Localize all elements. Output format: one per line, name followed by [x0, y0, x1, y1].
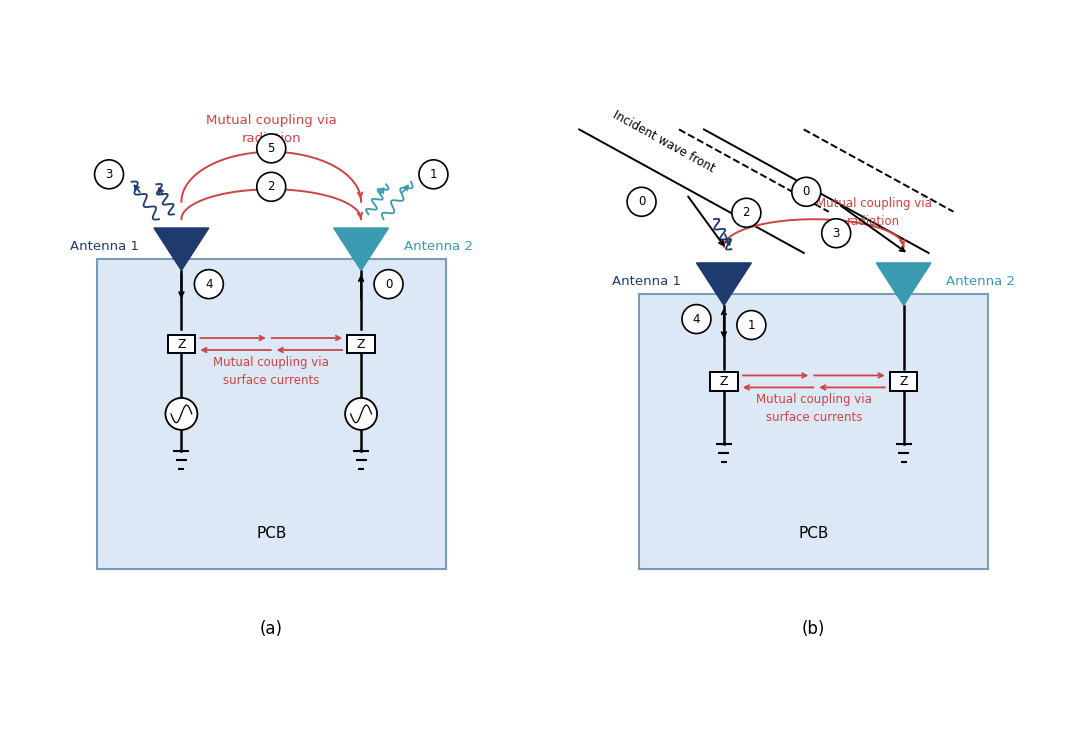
Text: 1: 1: [430, 168, 437, 181]
Polygon shape: [154, 228, 209, 270]
Text: Antenna 1: Antenna 1: [612, 275, 681, 288]
Text: 0: 0: [638, 195, 646, 209]
Text: PCB: PCB: [799, 526, 829, 541]
Polygon shape: [877, 263, 931, 305]
Text: Z: Z: [719, 375, 728, 388]
Circle shape: [257, 172, 285, 201]
Text: (b): (b): [802, 620, 826, 638]
FancyBboxPatch shape: [639, 294, 988, 569]
Circle shape: [419, 160, 448, 189]
Text: 3: 3: [105, 168, 113, 181]
Circle shape: [792, 177, 820, 206]
FancyBboxPatch shape: [168, 334, 195, 353]
Text: Mutual coupling via
surface currents: Mutual coupling via surface currents: [214, 356, 329, 387]
Text: 4: 4: [692, 312, 700, 325]
Circle shape: [257, 134, 285, 163]
Circle shape: [374, 270, 403, 299]
Text: 0: 0: [385, 278, 392, 291]
FancyBboxPatch shape: [711, 372, 738, 391]
Circle shape: [94, 160, 124, 189]
Circle shape: [682, 304, 711, 334]
Text: 2: 2: [268, 180, 275, 194]
Polygon shape: [697, 263, 752, 305]
Text: Mutual coupling via
radiation: Mutual coupling via radiation: [206, 114, 336, 145]
Text: Z: Z: [357, 337, 366, 350]
FancyBboxPatch shape: [97, 259, 446, 569]
Text: (a): (a): [259, 620, 283, 638]
Text: 4: 4: [205, 278, 213, 291]
Text: 0: 0: [803, 185, 809, 198]
Circle shape: [627, 187, 656, 216]
Polygon shape: [334, 228, 388, 270]
Text: 5: 5: [268, 142, 275, 155]
Text: Antenna 2: Antenna 2: [946, 275, 1016, 288]
Text: Z: Z: [177, 337, 186, 350]
Text: 1: 1: [748, 319, 755, 331]
Text: 2: 2: [742, 206, 750, 219]
Text: Z: Z: [899, 375, 908, 388]
Text: Incident wave front: Incident wave front: [611, 108, 717, 175]
Text: PCB: PCB: [256, 526, 286, 541]
Text: Mutual coupling via
surface currents: Mutual coupling via surface currents: [756, 393, 871, 425]
Text: Mutual coupling via
radiation: Mutual coupling via radiation: [816, 197, 932, 227]
FancyBboxPatch shape: [347, 334, 374, 353]
FancyBboxPatch shape: [890, 372, 917, 391]
Circle shape: [732, 198, 761, 227]
Text: Antenna 1: Antenna 1: [69, 240, 139, 253]
Circle shape: [194, 270, 224, 299]
Circle shape: [737, 310, 766, 340]
Text: Antenna 2: Antenna 2: [404, 240, 473, 253]
Text: 3: 3: [832, 227, 840, 239]
Circle shape: [821, 218, 851, 248]
Circle shape: [345, 398, 378, 430]
Circle shape: [165, 398, 197, 430]
